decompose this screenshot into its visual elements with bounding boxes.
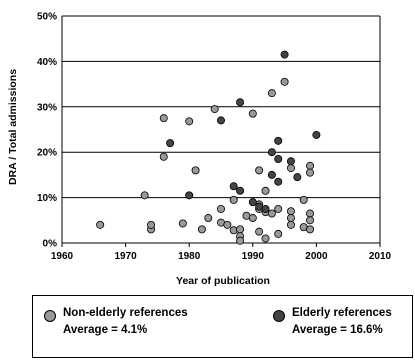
point-non-elderly (147, 220, 156, 229)
axes (61, 16, 381, 247)
point-non-elderly (261, 234, 270, 243)
point-non-elderly (204, 214, 213, 223)
x-tick-label: 1970 (114, 251, 137, 262)
legend-caption-elderly: Average = 16.6% (292, 324, 383, 336)
point-non-elderly (185, 117, 194, 126)
point-non-elderly (191, 166, 200, 175)
legend: Non-elderly references Average = 4.1% El… (32, 295, 413, 358)
point-non-elderly (159, 114, 168, 123)
point-elderly (166, 139, 175, 148)
point-non-elderly (306, 216, 315, 225)
legend-label-non-elderly: Non-elderly references (63, 307, 188, 319)
point-non-elderly (255, 227, 264, 236)
point-non-elderly (306, 225, 315, 234)
point-non-elderly (306, 161, 315, 170)
x-tick-label: 1980 (178, 251, 201, 262)
point-non-elderly (306, 168, 315, 177)
x-tick-label: 2000 (305, 251, 328, 262)
point-non-elderly (236, 236, 245, 245)
point-elderly (293, 173, 302, 182)
point-non-elderly (96, 220, 105, 229)
point-non-elderly (229, 195, 238, 204)
point-non-elderly (274, 229, 283, 238)
y-tick-label: 50% (37, 12, 57, 23)
point-non-elderly (248, 109, 257, 118)
point-non-elderly (267, 89, 276, 98)
point-elderly (236, 98, 245, 107)
point-non-elderly (267, 209, 276, 218)
point-non-elderly (236, 225, 245, 234)
x-tick-label: 1960 (51, 251, 74, 262)
point-non-elderly (306, 209, 315, 218)
scatter-chart: 0% 10% 20% 30% 40% 50% 1960 1970 1980 1990 2000 201… (7, 12, 392, 288)
x-tick-label: 2010 (369, 251, 392, 262)
point-elderly (248, 198, 257, 207)
point-elderly (216, 116, 225, 125)
y-tick-label: 30% (37, 102, 57, 113)
point-non-elderly (286, 207, 295, 216)
point-elderly (274, 177, 283, 186)
point-elderly (185, 191, 194, 200)
x-axis-title: Year of publication (176, 275, 270, 287)
y-tick-label: 0% (43, 239, 58, 250)
point-non-elderly (286, 220, 295, 229)
point-non-elderly (274, 204, 283, 213)
point-elderly (274, 136, 283, 145)
legend-label-elderly: Elderly references (292, 307, 392, 319)
point-elderly (236, 186, 245, 195)
legend-caption-non-elderly: Average = 4.1% (63, 324, 148, 336)
point-non-elderly (210, 105, 219, 114)
point-non-elderly (286, 164, 295, 173)
point-elderly (267, 170, 276, 179)
point-non-elderly (159, 152, 168, 161)
y-tick-label: 40% (37, 57, 57, 68)
point-non-elderly (299, 195, 308, 204)
point-non-elderly (140, 191, 149, 200)
point-elderly (312, 130, 321, 139)
point-non-elderly (261, 186, 270, 195)
point-elderly (267, 148, 276, 157)
point-elderly (229, 182, 238, 191)
point-non-elderly (178, 219, 187, 228)
point-non-elderly (286, 214, 295, 223)
point-non-elderly (216, 204, 225, 213)
legend-marker-non-elderly (44, 310, 56, 322)
point-non-elderly (223, 220, 232, 229)
legend-marker-elderly (273, 310, 285, 322)
y-tick-label: 10% (37, 193, 57, 204)
point-non-elderly (248, 214, 257, 223)
x-tick-label: 1990 (242, 251, 265, 262)
y-tick-label: 20% (37, 148, 57, 159)
tick-labels: 0% 10% 20% 30% 40% 50% 1960 1970 1980 1990 2000 201… (37, 12, 392, 263)
point-elderly (274, 155, 283, 164)
y-axis-title: DRA / Total admissions (7, 69, 19, 185)
point-non-elderly (197, 225, 206, 234)
data-points (96, 50, 321, 245)
point-non-elderly (280, 77, 289, 86)
point-elderly (286, 157, 295, 166)
point-elderly (280, 50, 289, 59)
point-elderly (261, 204, 270, 213)
point-non-elderly (255, 166, 264, 175)
